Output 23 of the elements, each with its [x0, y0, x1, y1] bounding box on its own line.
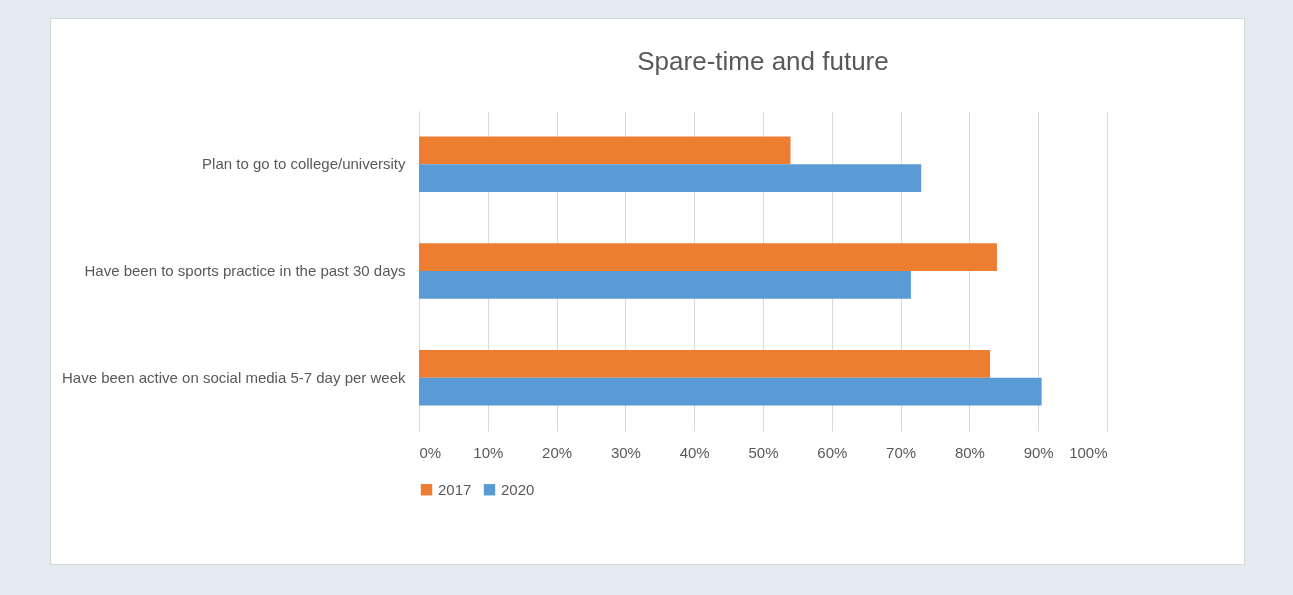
legend-label: 2017 [438, 480, 472, 498]
x-tick-label: 90% [1023, 443, 1054, 461]
x-tick-label: 60% [817, 443, 848, 461]
x-tick-label: 100% [1069, 443, 1108, 461]
y-tick-label: Plan to go to college/university [202, 155, 406, 173]
x-tick-label: 20% [542, 443, 573, 461]
y-tick-label: Have been active on social media 5-7 day per week [61, 368, 406, 386]
x-tick-label: 10% [473, 443, 504, 461]
x-tick-label: 30% [610, 443, 641, 461]
bar [419, 164, 922, 193]
x-tick-label: 80% [954, 443, 985, 461]
x-tick-label: 0% [419, 443, 442, 461]
bar [419, 377, 1042, 406]
x-tick-label: 40% [679, 443, 710, 461]
bar [419, 349, 991, 378]
x-tick-label: 50% [748, 443, 779, 461]
bar [419, 243, 997, 271]
x-tick-label: 70% [886, 443, 917, 461]
legend-label: 2020 [501, 480, 535, 498]
y-tick-label: Have been to sports practice in the past 30 days [84, 262, 406, 279]
chart-title: Spare-time and future [637, 46, 889, 76]
bar [419, 136, 791, 165]
bar [419, 271, 911, 299]
